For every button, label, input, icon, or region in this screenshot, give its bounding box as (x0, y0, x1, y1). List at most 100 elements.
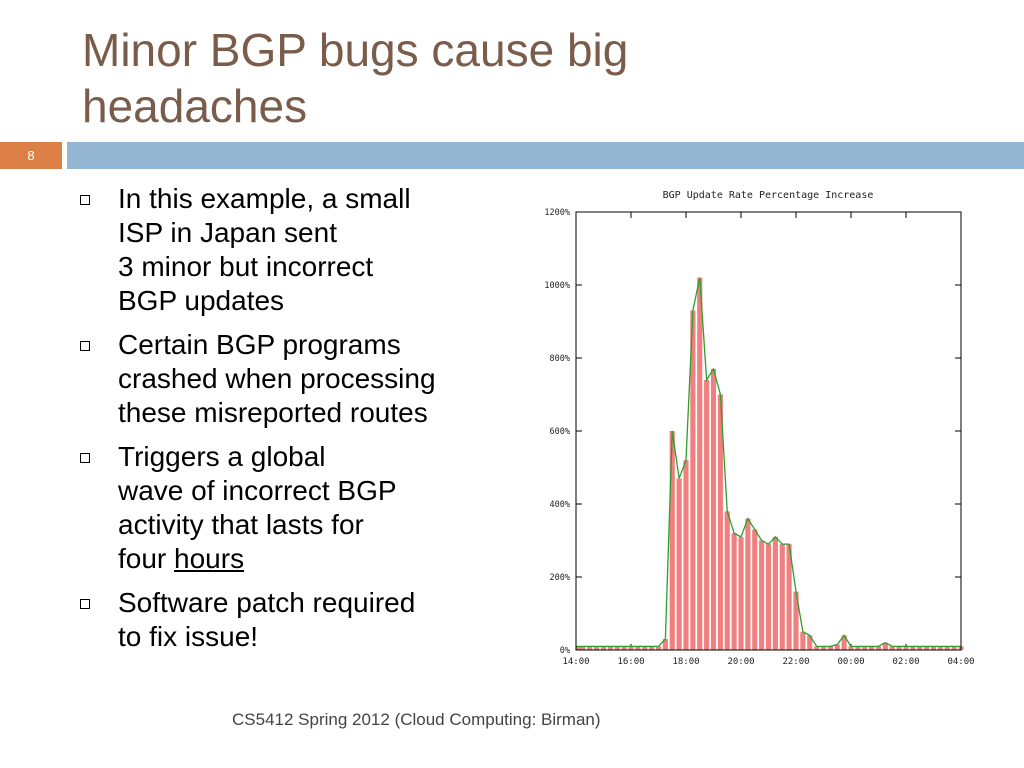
underlined-hours-text: hours (174, 543, 245, 574)
data-bar (621, 646, 627, 650)
data-bar (903, 646, 909, 650)
y-tick-label: 400% (550, 500, 570, 510)
bullet-line: to fix issue! (118, 621, 259, 652)
data-bar (848, 646, 854, 650)
data-bar (690, 310, 696, 650)
data-bar (765, 544, 772, 650)
bullet-line: 3 minor but incorrect (118, 251, 374, 282)
data-bar (814, 646, 820, 650)
data-bar (793, 591, 799, 650)
x-tick-label: 20:00 (727, 657, 754, 667)
data-bar (669, 431, 675, 650)
data-bar (576, 646, 582, 650)
y-tick-label: 600% (550, 427, 570, 437)
chart-title: BGP Update Rate Percentage Increase (663, 190, 874, 201)
series-line (576, 277, 961, 648)
data-bar (642, 646, 648, 650)
title-line-1: Minor BGP bugs cause big (82, 24, 629, 76)
y-tick-label: 1200% (544, 208, 570, 218)
data-bar (834, 644, 840, 650)
square-bullet-icon (80, 599, 90, 609)
data-bar (628, 646, 634, 650)
data-bar (869, 646, 875, 650)
x-tick-label: 16:00 (617, 657, 644, 667)
bullet-line: these misreported routes (118, 397, 428, 428)
y-tick-label: 0% (560, 646, 570, 656)
bullet-list: In this example, a small ISP in Japan se… (80, 182, 530, 664)
data-bar (930, 646, 937, 650)
data-bar (779, 544, 785, 650)
data-bar (841, 635, 847, 650)
bullet-item-3: Triggers a global wave of incorrect BGP … (80, 440, 530, 576)
data-bar (820, 646, 827, 650)
data-bar (752, 529, 758, 650)
data-bar (827, 646, 833, 650)
bullet-line: wave of incorrect BGP (118, 475, 397, 506)
data-bar (896, 646, 902, 650)
data-bar (697, 277, 703, 650)
y-tick-label: 200% (550, 573, 570, 583)
data-bar (738, 536, 744, 650)
bullet-item-1: In this example, a small ISP in Japan se… (80, 182, 530, 318)
data-bar (580, 646, 586, 650)
data-bar (855, 646, 861, 650)
data-bar (951, 646, 957, 650)
data-bar (662, 639, 668, 650)
data-bar (607, 646, 613, 650)
bullet-item-2: Certain BGP programs crashed when proces… (80, 328, 530, 430)
x-tick-label: 18:00 (672, 657, 699, 667)
bullet-line: In this example, a small (118, 183, 411, 214)
data-bar (731, 533, 737, 650)
data-bar (676, 478, 682, 650)
bgp-update-rate-chart: BGP Update Rate Percentage Increase 0% 20… (544, 190, 974, 667)
bullet-line: crashed when processing (118, 363, 436, 394)
bullet-line-last: four hours (118, 542, 530, 576)
data-bar (889, 646, 895, 650)
slide-title: Minor BGP bugs cause big headaches (82, 22, 982, 134)
data-bar (924, 646, 930, 650)
bullet-line: Certain BGP programs (118, 329, 401, 360)
data-bar (600, 646, 607, 650)
data-bar (807, 635, 813, 650)
slide-number: 8 (0, 142, 62, 169)
data-bar (614, 646, 620, 650)
plot-frame (575, 211, 962, 651)
data-bar (655, 646, 662, 650)
data-bar (635, 646, 641, 650)
x-tick-label: 04:00 (947, 657, 974, 667)
data-bar (937, 646, 943, 650)
title-line-2: headaches (82, 80, 308, 132)
data-bar (882, 642, 888, 650)
bullet-line: Triggers a global (118, 441, 326, 472)
chart-line (576, 277, 961, 648)
y-tick-label: 1000% (544, 281, 570, 291)
bullet-line: activity that lasts for (118, 509, 364, 540)
data-bar (710, 368, 717, 650)
x-tick-label: 00:00 (837, 657, 864, 667)
header-divider-bar (67, 142, 1024, 169)
bullet-line: Software patch required (118, 587, 416, 618)
x-tick-label: 14:00 (562, 657, 589, 667)
bullet-line: BGP updates (118, 285, 285, 316)
x-tick-label: 02:00 (892, 657, 919, 667)
data-bar (800, 631, 806, 650)
data-bar (875, 646, 882, 650)
data-bar (704, 379, 710, 650)
data-bar (724, 511, 730, 650)
chart-bars (576, 277, 964, 650)
data-bar (786, 544, 792, 650)
footer-text: CS5412 Spring 2012 (Cloud Computing: Bir… (232, 710, 601, 729)
square-bullet-icon (80, 453, 90, 463)
data-bar (683, 460, 689, 650)
data-bar (759, 540, 765, 650)
bullet-line: ISP in Japan sent (118, 217, 337, 248)
y-axis: 0% 200% 400% 600% 800% 1000% 1200% (544, 208, 570, 656)
y-tick-label: 800% (550, 354, 570, 364)
data-bar (910, 646, 916, 650)
data-bar (944, 646, 950, 650)
bullet-text: four (118, 543, 175, 574)
data-bar (717, 394, 723, 650)
square-bullet-icon (80, 195, 90, 205)
data-bar (587, 646, 593, 650)
x-tick-label: 22:00 (782, 657, 809, 667)
